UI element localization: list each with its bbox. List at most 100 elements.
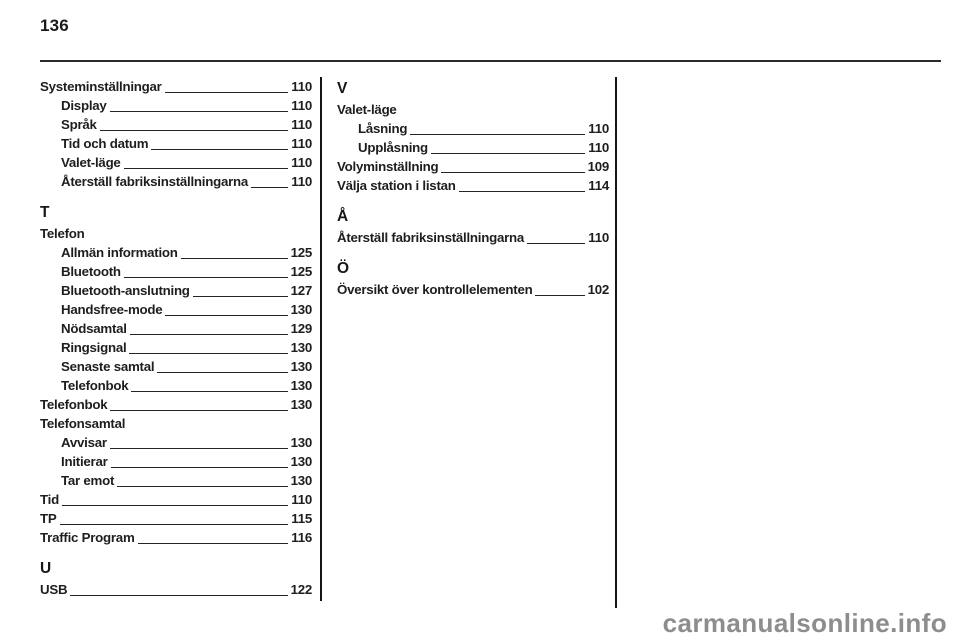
index-entry-row: Initierar 130 [40, 452, 312, 471]
dot-leader [99, 129, 289, 131]
index-entry-label: Återställ fabriksinställningarna [61, 174, 249, 189]
index-group-row: Valet-läge [337, 100, 609, 119]
index-entry-label: Låsning [358, 121, 408, 136]
dot-leader [251, 186, 289, 188]
dot-leader [123, 276, 288, 278]
index-entry-page: 127 [290, 283, 313, 298]
index-entry-page: 130 [290, 359, 313, 374]
index-entry-row: Handsfree-mode 130 [40, 300, 312, 319]
header-rule [40, 60, 941, 62]
index-entry-page: 110 [291, 98, 312, 113]
index-entry-row: Översikt över kontrollelementen 102 [337, 280, 609, 299]
index-entry-label: Telefonbok [40, 397, 108, 412]
index-entry-page: 116 [291, 530, 312, 545]
column-divider [615, 77, 617, 608]
index-entry-label: Välja station i listan [337, 178, 456, 193]
index-entry-row: Telefonbok 130 [40, 395, 312, 414]
index-entry-label: Tid [40, 492, 59, 507]
dot-leader [410, 133, 586, 135]
dot-leader [109, 110, 289, 112]
index-entry-row: Bluetooth-anslutning 127 [40, 281, 312, 300]
index-entry-row: Ringsignal 130 [40, 338, 312, 357]
index-entry-row: Valet-läge 110 [40, 153, 312, 172]
index-columns: Systeminställningar 110 Display 110 Språk 110… [40, 77, 932, 608]
index-entry-label: Språk [61, 117, 97, 132]
index-entry-label: USB [40, 582, 68, 597]
dot-leader [131, 390, 288, 392]
watermark-link[interactable]: carmanualsonline.info [662, 608, 947, 638]
dot-leader [59, 523, 289, 525]
index-entry-page: 110 [588, 230, 609, 245]
index-entry-row: Språk 110 [40, 115, 312, 134]
index-block: U USB 122 [40, 558, 312, 599]
index-entry-label: Bluetooth-anslutning [61, 283, 190, 298]
index-entry-label: Återställ fabriksinställningarna [337, 230, 525, 245]
index-block: Å Återställ fabriksinställningarna 110 [337, 206, 609, 247]
index-entry-row: Nödsamtal 129 [40, 319, 312, 338]
dot-leader [458, 190, 586, 192]
dot-leader [110, 409, 288, 411]
index-entry-label: Nödsamtal [61, 321, 127, 336]
index-entry-label: Tid och datum [61, 136, 149, 151]
column-divider [320, 77, 322, 601]
index-column-1: Systeminställningar 110 Display 110 Språk 110… [40, 77, 312, 600]
index-entry-row: TP 115 [40, 509, 312, 528]
page-number: 136 [40, 16, 69, 35]
index-entry-label: Initierar [61, 454, 108, 469]
index-entry-label: Ringsignal [61, 340, 127, 355]
index-entry-page: 110 [291, 79, 312, 94]
dot-leader [165, 314, 288, 316]
index-group-row: Telefon [40, 224, 312, 243]
dot-leader [441, 171, 585, 173]
dot-leader [151, 148, 289, 150]
index-entry-page: 130 [290, 397, 313, 412]
index-entry-page: 129 [290, 321, 313, 336]
dot-leader [61, 504, 289, 506]
section-letter: Å [337, 208, 349, 225]
index-entry-row: Tar emot 130 [40, 471, 312, 490]
index-entry-page: 110 [291, 155, 312, 170]
dot-leader [430, 152, 586, 154]
dot-leader [110, 466, 288, 468]
index-entry-row: Återställ fabriksinställningarna 110 [337, 228, 609, 247]
index-entry-label: Telefonsamtal [40, 416, 126, 431]
index-entry-page: 125 [290, 264, 313, 279]
index-entry-page: 110 [588, 121, 609, 136]
dot-leader [180, 257, 288, 259]
index-entry-label: Tar emot [61, 473, 115, 488]
index-entry-page: 130 [290, 302, 313, 317]
index-entry-row: Tid och datum 110 [40, 134, 312, 153]
index-entry-page: 130 [290, 435, 313, 450]
index-entry-row: Volyminställning 109 [337, 157, 609, 176]
index-block: Systeminställningar 110 Display 110 Språk 110… [40, 77, 312, 191]
index-entry-page: 115 [291, 511, 312, 526]
index-entry-page: 130 [290, 473, 313, 488]
dot-leader [123, 167, 289, 169]
dot-leader [527, 242, 586, 244]
index-entry-row: Telefonbok 130 [40, 376, 312, 395]
section-letter: T [40, 204, 50, 221]
dot-leader [129, 352, 288, 354]
index-column-2: V Valet-läge Låsning 110 Upplåsning 110 Volymi… [337, 77, 609, 300]
index-entry-page: 110 [291, 117, 312, 132]
index-entry-page: 110 [588, 140, 609, 155]
index-entry-label: Översikt över kontrollelementen [337, 282, 533, 297]
index-entry-label: Telefon [40, 226, 85, 241]
index-entry-label: Traffic Program [40, 530, 135, 545]
index-entry-label: Upplåsning [358, 140, 428, 155]
index-entry-row: Systeminställningar 110 [40, 77, 312, 96]
index-entry-label: Avvisar [61, 435, 107, 450]
index-entry-page: 110 [291, 136, 312, 151]
section-letter: Ö [337, 260, 350, 277]
index-entry-label: Senaste samtal [61, 359, 155, 374]
index-entry-label: Systeminställningar [40, 79, 162, 94]
index-entry-page: 125 [290, 245, 313, 260]
dot-leader [157, 371, 288, 373]
dot-leader [137, 542, 289, 544]
index-entry-page: 102 [587, 282, 610, 297]
index-entry-row: Återställ fabriksinställningarna 110 [40, 172, 312, 191]
index-entry-label: Display [61, 98, 107, 113]
index-entry-label: Valet-läge [61, 155, 121, 170]
index-group-row: Telefonsamtal [40, 414, 312, 433]
dot-leader [109, 447, 288, 449]
